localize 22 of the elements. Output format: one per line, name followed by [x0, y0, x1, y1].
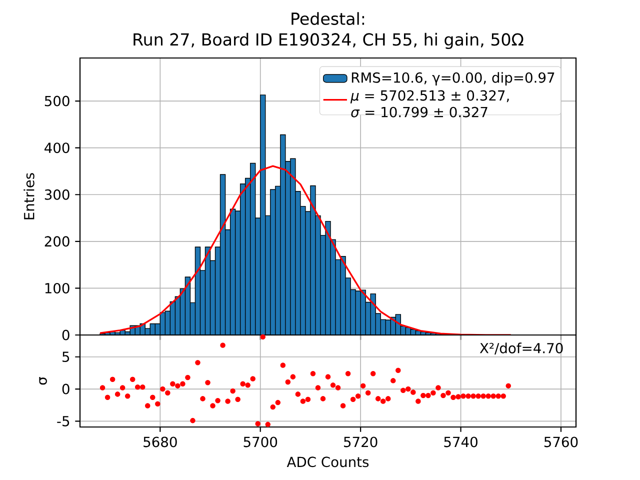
legend-label: μ = 5702.513 ± 0.327, σ = 10.799 ± 0.327	[350, 90, 509, 118]
y-axis-title: Entries	[24, 173, 34, 220]
y-tick-label: 100	[45, 282, 70, 294]
x-tick-label: 5760	[544, 436, 578, 448]
x-tick-label: 5740	[444, 436, 478, 448]
x-tick-label: 5720	[344, 436, 378, 448]
y-tick-label: 200	[44, 236, 70, 247]
chart-title: Pedestal:	[292, 12, 364, 25]
legend-label: RMS=10.6, γ=0.00, dip=0.97	[352, 72, 554, 86]
y-tick-label: 300	[44, 189, 70, 200]
annotation: X²/dof=4.70	[480, 342, 563, 354]
y-tick-label: 5	[62, 352, 70, 362]
x-tick-label: 5700	[244, 436, 278, 448]
y-tick-label: 400	[44, 142, 70, 154]
x-axis-title: ADC Counts	[286, 456, 369, 468]
x-tick-label: 5680	[144, 436, 177, 448]
y-tick-label: 0	[62, 330, 70, 340]
y-tick-label: -5	[57, 416, 70, 426]
chart-subtitle: Run 27, Board ID E190324, CH 55, hi gain, 50Ω	[134, 32, 524, 49]
y-axis-title: σ	[39, 377, 47, 385]
y-tick-label: 0	[62, 384, 70, 394]
y-tick-label: 500	[44, 96, 70, 106]
